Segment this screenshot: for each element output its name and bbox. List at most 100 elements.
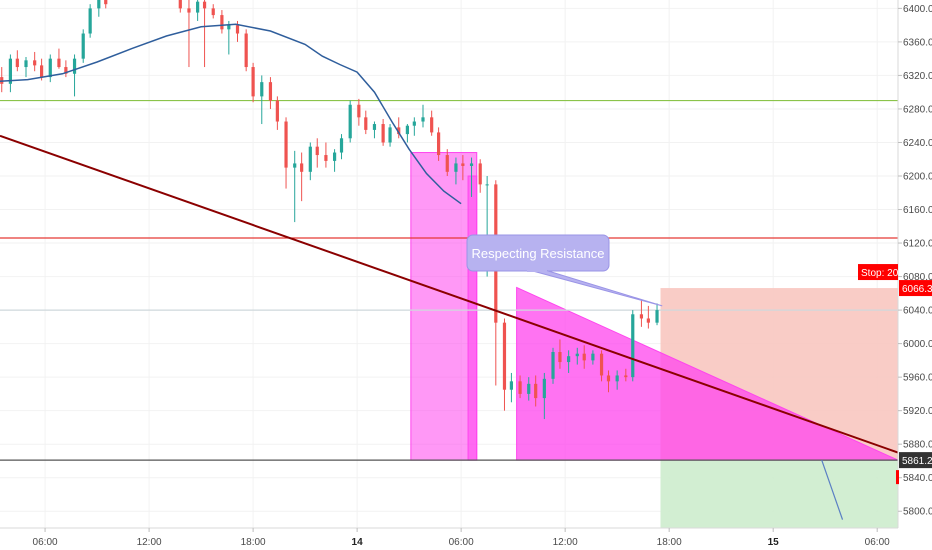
price-axis[interactable]: 6400.0 6360.0 6320.0 6280.0 6240.0 6200.0 6160… [898, 4, 932, 518]
price-tick-label: 6240.0 [903, 138, 932, 149]
trendline[interactable] [0, 134, 899, 454]
candle-body [8, 58, 13, 84]
time-axis[interactable]: 06:00 12:00 18:00 14 06:00 12:00 18:00 15 06:00 [33, 528, 891, 548]
time-tick-label: 18:00 [241, 537, 266, 548]
highlight-rectangle [410, 152, 478, 461]
price-tick-label: 5800.0 [903, 507, 932, 518]
candle-body [542, 378, 546, 399]
candle-body [357, 104, 361, 118]
candle-body [339, 138, 344, 153]
candle-body [518, 381, 522, 394]
candle-body [646, 318, 650, 323]
time-tick-label: 06:00 [449, 537, 474, 548]
candle-body [178, 0, 182, 9]
candle-body [300, 163, 304, 172]
candle-body [582, 353, 586, 361]
stop-price-value: 6066.3 [902, 284, 932, 295]
candle-body [220, 15, 224, 30]
price-tick-label: 6160.0 [903, 205, 932, 216]
candle-body [202, 1, 207, 9]
candle-body [40, 65, 44, 78]
take-profit-zone [660, 460, 898, 528]
horizontal-lines [0, 99, 898, 461]
candle-body [551, 352, 555, 379]
projection-line [821, 459, 844, 520]
candle-body [251, 67, 255, 97]
candle-body [235, 25, 240, 34]
candle-body [348, 104, 352, 139]
candle-body [260, 82, 264, 97]
candle-body [485, 184, 489, 186]
candle-body [196, 1, 200, 13]
candle-body [639, 314, 644, 319]
candle-body [104, 0, 108, 5]
candle-body [381, 124, 385, 143]
stop-price-tag [899, 280, 932, 297]
candle-body [445, 155, 449, 172]
candle-body [388, 127, 392, 143]
candle-body [461, 163, 465, 166]
candle-body [631, 314, 635, 378]
candle-body [405, 125, 409, 135]
red-edge-marker [896, 470, 899, 485]
price-tick-label: 5840.0 [903, 473, 932, 484]
candle-body [15, 58, 19, 68]
candle-body [397, 127, 401, 135]
time-tick-label: 12:00 [137, 537, 162, 548]
candle-body [430, 117, 434, 133]
candle-body [244, 33, 248, 68]
callout-label: Respecting Resistance [472, 246, 605, 261]
price-tick-label: 6000.0 [903, 339, 932, 350]
candle-body [364, 117, 368, 130]
candle-body [575, 353, 579, 357]
candle-body [187, 8, 191, 13]
price-tick-label: 6360.0 [903, 37, 932, 48]
entry-price-value: 5861.2 [902, 456, 932, 467]
drawn-shapes [410, 152, 899, 461]
price-tick-label: 6280.0 [903, 104, 932, 115]
candle-body [436, 132, 441, 156]
candle-body [372, 124, 377, 130]
candle-body [534, 383, 538, 399]
candle-body [599, 353, 604, 376]
candle-body [268, 82, 273, 101]
candle-body [469, 163, 474, 166]
candle-body [558, 352, 562, 363]
time-tick-label: 14 [352, 537, 364, 548]
time-tick-label: 06:00 [865, 537, 890, 548]
price-tick-label: 5880.0 [903, 440, 932, 451]
candle-body [48, 58, 52, 78]
callout-pointer-join [527, 268, 547, 272]
time-tick-label: 12:00 [553, 537, 578, 548]
candle-body [624, 375, 628, 378]
candle-body [275, 100, 279, 122]
candle-body [591, 353, 595, 361]
candle-body [88, 8, 92, 34]
highlight-rectangle [467, 175, 478, 461]
candle-body [315, 146, 319, 156]
candle-body [324, 155, 328, 161]
price-tick-label: 6040.0 [903, 306, 932, 317]
candle-body [509, 381, 514, 390]
candle-body [211, 8, 215, 16]
candle-body [502, 322, 507, 390]
time-tick-label: 15 [768, 537, 780, 548]
time-tick-label: 18:00 [657, 537, 682, 548]
price-tick-label: 5960.0 [903, 373, 932, 384]
callout-respecting-resistance[interactable]: Respecting Resistance [466, 234, 663, 307]
candle-body [606, 375, 611, 382]
time-tick-label: 06:00 [33, 537, 58, 548]
stop-label-box [858, 264, 898, 281]
candle-body [284, 121, 288, 168]
candle-body [421, 117, 425, 122]
candle-body [615, 375, 619, 382]
candle-body [57, 58, 61, 68]
price-tick-label: 6080.0 [903, 272, 932, 283]
candles [0, 0, 659, 420]
candle-body [64, 67, 68, 74]
candle-body [81, 33, 85, 59]
candle-body [97, 0, 101, 9]
moving-average-line [0, 23, 462, 205]
